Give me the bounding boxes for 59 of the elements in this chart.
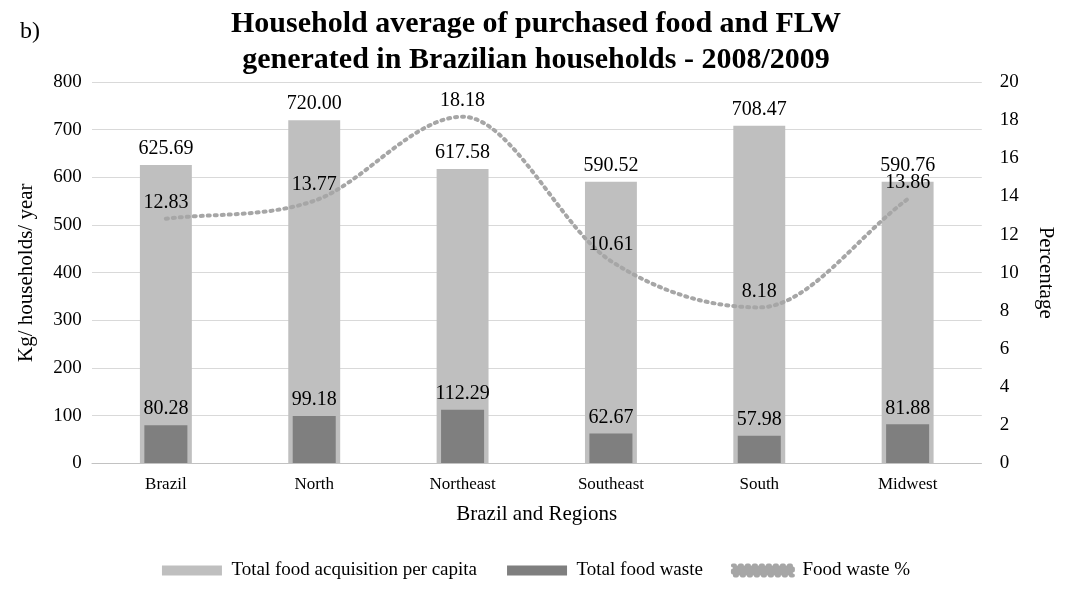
- bar: [737, 435, 781, 463]
- data-label: 112.29: [435, 381, 490, 404]
- data-label: 99.18: [291, 387, 337, 410]
- y-tick-label: 700: [53, 117, 82, 139]
- data-label: 708.47: [731, 96, 787, 119]
- y-tick-label: 400: [53, 260, 82, 282]
- y2-tick-label: 16: [999, 146, 1019, 168]
- bar: [886, 424, 930, 463]
- bar: [441, 409, 485, 463]
- data-label: 8.18: [741, 278, 777, 301]
- data-label: 590.52: [583, 153, 639, 176]
- bar: [144, 425, 188, 463]
- x-tick-label: Southeast: [577, 474, 645, 494]
- y2-tick-label: 2: [999, 413, 1010, 435]
- x-tick-label: North: [294, 474, 335, 494]
- data-label: 13.77: [291, 172, 337, 195]
- y-axis-title: Kg/ households/ year: [13, 183, 38, 362]
- data-label: 720.00: [286, 91, 342, 114]
- x-tick-label: Brazil: [145, 474, 187, 494]
- data-label: 62.67: [588, 404, 634, 427]
- legend-label: Food waste %: [802, 558, 911, 580]
- data-label: 12.83: [143, 189, 189, 212]
- y2-tick-label: 8: [999, 298, 1010, 320]
- y2-tick-label: 20: [999, 69, 1019, 91]
- legend-label: Total food acquisition per capita: [231, 558, 478, 580]
- chart-title: Household average of purchased food and FLW generated in Brazilian households - 2008/2009: [230, 4, 842, 74]
- data-label: 625.69: [138, 136, 194, 159]
- data-label: 13.86: [885, 170, 931, 193]
- x-tick-label: South: [739, 474, 780, 494]
- x-axis-title: Brazil and Regions: [456, 500, 618, 525]
- y-tick-label: 0: [72, 451, 82, 473]
- bar: [292, 416, 336, 463]
- y2-tick-label: 18: [999, 108, 1019, 130]
- y2-tick-label: 0: [999, 451, 1010, 473]
- x-tick-label: Midwest: [877, 474, 938, 494]
- x-tick-label: Northeast: [429, 474, 496, 494]
- y2-tick-label: 10: [999, 260, 1019, 282]
- bar: [584, 181, 637, 463]
- bar: [733, 125, 786, 463]
- data-label: 81.88: [885, 395, 931, 418]
- y2-tick-label: 4: [999, 375, 1010, 397]
- bar: [589, 433, 633, 463]
- data-label: 617.58: [435, 140, 491, 163]
- y2-tick-label: 12: [999, 222, 1019, 244]
- data-label: 18.18: [440, 87, 486, 110]
- y-tick-label: 800: [53, 69, 82, 91]
- text: b): [20, 17, 40, 44]
- data-label: 57.98: [736, 407, 782, 430]
- y-tick-label: 300: [53, 308, 82, 330]
- y-tick-label: 200: [53, 356, 82, 378]
- y-tick-label: 100: [53, 403, 82, 425]
- y2-tick-label: 14: [999, 184, 1020, 206]
- y2-axis-title: Percentage: [1034, 226, 1059, 319]
- y2-tick-label: 6: [999, 336, 1010, 358]
- y-tick-label: 600: [53, 165, 82, 187]
- data-label: 80.28: [143, 396, 189, 419]
- y-tick-label: 500: [53, 213, 82, 235]
- data-label: 10.61: [588, 232, 634, 255]
- legend-label: Total food waste: [576, 558, 703, 580]
